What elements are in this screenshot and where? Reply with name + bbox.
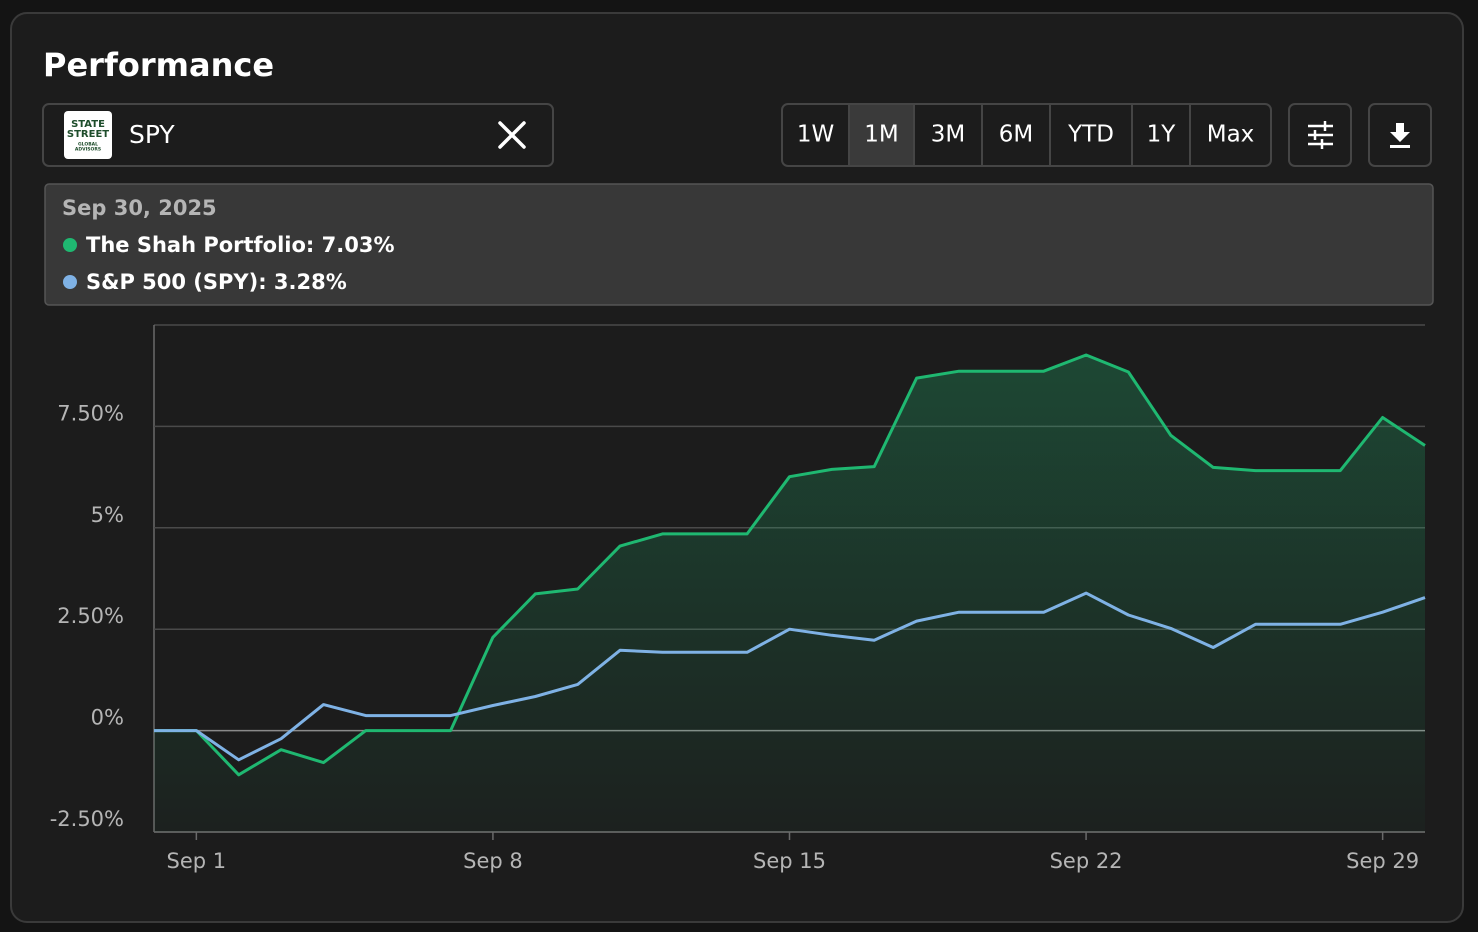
clear-icon <box>498 121 526 149</box>
range-button[interactable]: 1M <box>848 105 914 165</box>
y-tick-label: 7.50% <box>57 401 124 425</box>
tooltip-line: The Shah Portfolio: 7.03% <box>86 233 395 257</box>
series-line <box>154 353 1426 777</box>
range-button[interactable]: Max <box>1189 105 1255 165</box>
range-active-bg <box>850 105 914 165</box>
x-tick-label: Sep 1 <box>167 849 227 873</box>
logo <box>64 111 112 159</box>
range-button[interactable]: 3M <box>913 105 965 165</box>
x-tick-label: Sep 29 <box>1346 849 1419 873</box>
series-area <box>154 355 1425 832</box>
range-button[interactable]: 1Y <box>1131 105 1177 165</box>
x-tick-label: Sep 22 <box>1050 849 1123 873</box>
range-label[interactable]: 1Y <box>1147 122 1177 148</box>
download-icon <box>1390 123 1410 148</box>
range-label[interactable]: 3M <box>931 122 965 148</box>
y-tick-label: 2.50% <box>57 604 124 628</box>
tooltip-box <box>44 183 1434 306</box>
range-label[interactable]: 1W <box>797 122 834 148</box>
logo-text: ADVISORS <box>75 147 101 153</box>
selector-box[interactable] <box>42 103 554 167</box>
range-selector: 1W 1M 3M 6M YTD 1Y Max <box>781 103 1272 167</box>
y-tick-label: -2.50% <box>50 807 124 831</box>
y-tick-label: 0% <box>91 706 124 730</box>
download-button[interactable] <box>1368 103 1432 167</box>
y-tick-label: 5% <box>91 503 124 527</box>
tooltip-date: Sep 30, 2025 <box>62 196 217 220</box>
ticker: SPY <box>129 120 175 149</box>
range-label[interactable]: Max <box>1207 122 1255 148</box>
logo-text: STATE <box>71 119 105 130</box>
sliders-icon <box>1308 121 1333 149</box>
logo-text: STREET <box>67 129 109 140</box>
x-tick-label: Sep 15 <box>753 849 826 873</box>
chart: -2.50% 0% 2.50% 5% 7.50% Sep 1 Sep 8 Sep 15 Sep … <box>50 324 1426 873</box>
range-button[interactable]: 6M <box>981 105 1033 165</box>
x-tick-label: Sep 8 <box>463 849 523 873</box>
range-button[interactable]: YTD <box>1049 105 1114 165</box>
range-label[interactable]: YTD <box>1067 122 1114 148</box>
tooltip-line: S&P 500 (SPY): 3.28% <box>86 270 347 294</box>
range-label[interactable]: 6M <box>999 122 1033 148</box>
range-button[interactable]: 1W <box>797 122 834 148</box>
clear-button[interactable] <box>498 121 526 149</box>
title: Performance <box>43 46 274 84</box>
tooltip-dot <box>63 238 77 252</box>
settings-button[interactable] <box>1288 103 1352 167</box>
series-line <box>154 591 1426 762</box>
logo-text: GLOBAL <box>78 142 98 148</box>
range-label[interactable]: 1M <box>864 122 898 148</box>
tooltip-dot <box>63 275 77 289</box>
tooltip: Sep 30, 2025 The Shah Portfolio: 7.03% S… <box>44 183 1434 306</box>
